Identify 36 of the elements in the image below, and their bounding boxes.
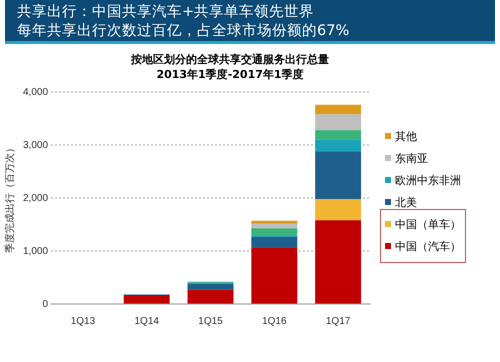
bar: [251, 247, 298, 304]
legend-label: 东南亚: [395, 150, 428, 166]
legend-label: 中国（汽车）: [395, 238, 461, 254]
bar: [188, 284, 234, 290]
y-tick-label: 2,000: [22, 192, 48, 204]
bar: [251, 220, 298, 224]
legend-label: 北美: [395, 194, 417, 210]
y-tick-label: 3,000: [22, 140, 48, 151]
bar: [124, 296, 170, 304]
bar: [188, 290, 234, 304]
chart-subtitle: 每年共享出行次数过百亿，占全球市场份额的67%: [17, 22, 350, 41]
y-tick-label: 0: [42, 298, 48, 310]
text: 2013年1季度-2017年1季度: [155, 67, 305, 82]
legend-label: 欧洲中东非洲: [395, 172, 461, 188]
bar: [315, 199, 362, 220]
bar: [251, 223, 298, 228]
x-tick-label: 1Q14: [134, 316, 160, 327]
bar: [315, 130, 362, 140]
x-tick-label: 1Q13: [70, 316, 96, 327]
bar: [315, 151, 362, 200]
bar: [315, 140, 362, 152]
bar: [315, 114, 362, 130]
y-tick-label: 4,000: [22, 86, 48, 98]
bar: [251, 228, 298, 236]
bar: [315, 104, 362, 114]
chart-title: 共享出行：中国共享汽车+共享单车领先世界: [17, 3, 316, 22]
text: 按地区划分的全球共享交通服务出行总量: [130, 52, 330, 67]
y-tick-label: 1,000: [22, 246, 48, 257]
bar: [251, 236, 298, 248]
x-tick-label: 1Q15: [198, 316, 224, 327]
x-tick-label: 1Q16: [262, 316, 287, 327]
x-tick-label: 1Q17: [326, 316, 351, 327]
y-axis-title: 季度完成出行（百万次）: [4, 143, 16, 253]
bar: [315, 220, 362, 304]
legend-label: 中国（单车）: [395, 216, 461, 232]
legend-label: 其他: [395, 128, 417, 144]
